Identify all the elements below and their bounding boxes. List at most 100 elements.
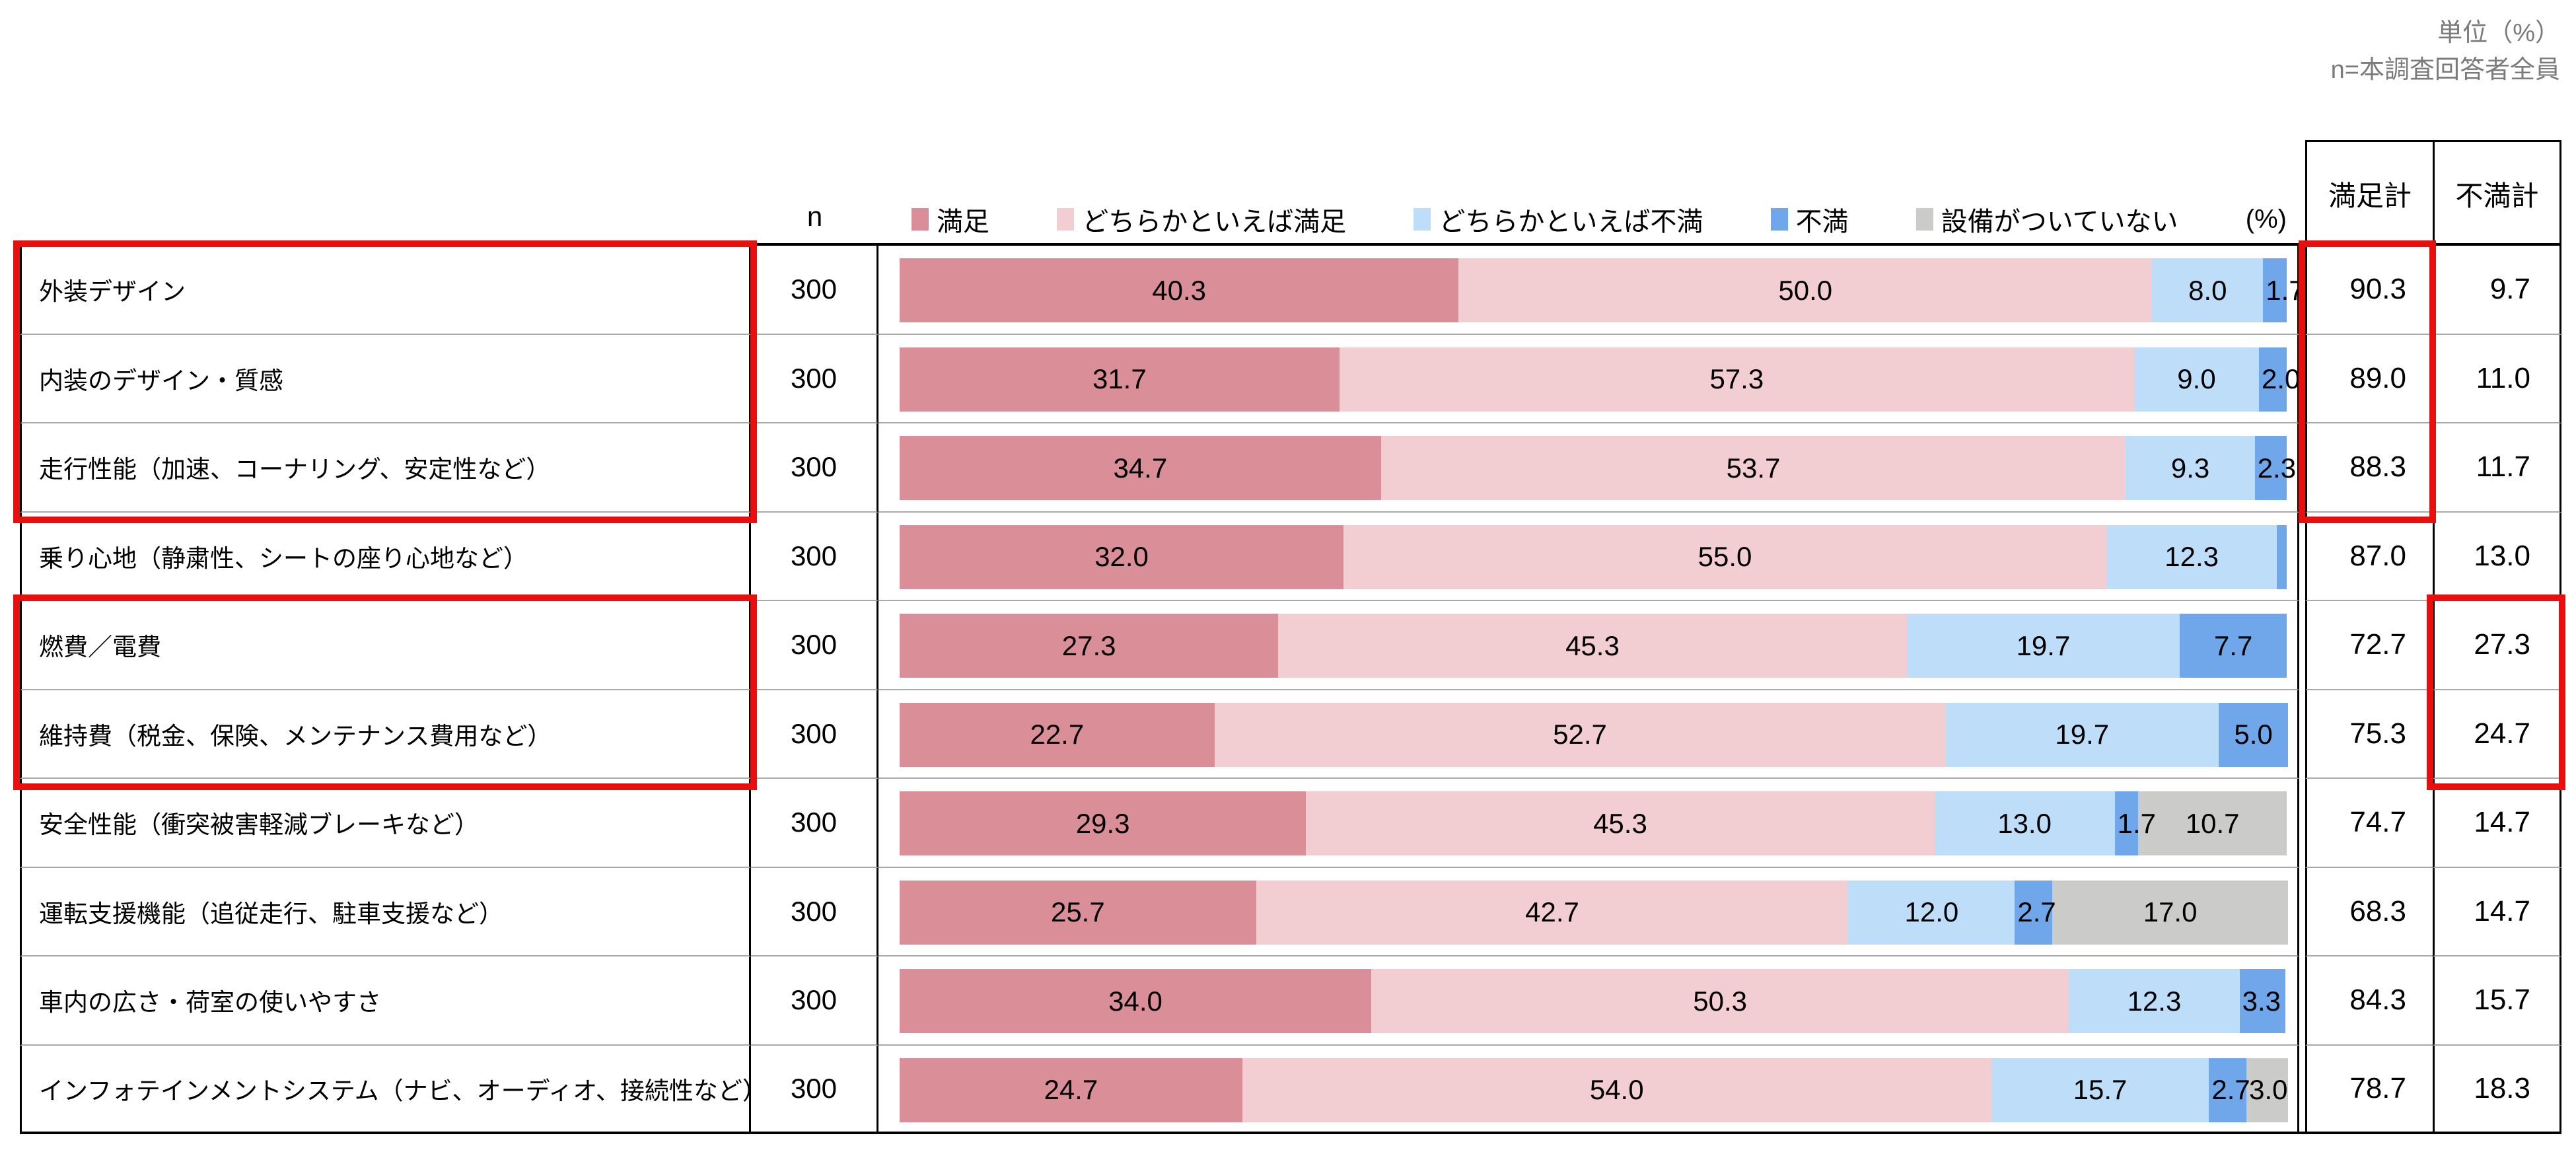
satisfied-total-value: 75.3	[2305, 690, 2433, 779]
dissatisfied-total-value: 15.7	[2433, 956, 2561, 1046]
column-header-dissatisfied-total: 不満計	[2433, 142, 2559, 246]
table-top-border	[20, 243, 2561, 246]
unit-note: 単位（%） n=本調査回答者全員	[2331, 15, 2560, 89]
legend-item: どちらかといえば不満	[1413, 200, 1703, 238]
bar-segment: 10.7	[2138, 791, 2287, 855]
bar-segment: 8.0	[2152, 258, 2264, 322]
table-row: 外装デザイン 300 40.3 50.0 8.0 1.7 90.3 9.7	[20, 246, 2561, 335]
n-value: 300	[751, 423, 878, 513]
category-label: 運転支援機能（追従走行、駐車支援など）	[20, 867, 751, 956]
bar-segment: 25.7	[900, 880, 1256, 945]
bar-cell: 32.0 55.0 12.3	[878, 512, 2299, 601]
satisfied-total-value: 72.7	[2305, 601, 2433, 690]
bar-segment: 50.3	[1371, 969, 2069, 1033]
bar-segment: 22.7	[900, 702, 1215, 767]
column-header-n: n	[806, 201, 823, 232]
bar-segment: 24.7	[900, 1058, 1242, 1122]
bar-cell: 34.7 53.7 9.3 2.3	[878, 423, 2299, 513]
chart-legend: 満足 どちらかといえば満足 どちらかといえば不満 不満 設備がついていない (%)	[912, 198, 2287, 240]
column-gap	[2299, 956, 2305, 1046]
bar-segment: 12.0	[1848, 880, 2015, 945]
bar-segment: 9.0	[2134, 347, 2259, 412]
satisfied-total-value: 78.7	[2305, 1045, 2433, 1134]
stacked-bar: 27.3 45.3 19.7 7.7	[900, 614, 2287, 678]
satisfied-total-value: 89.0	[2305, 334, 2433, 423]
bar-segment: 29.3	[900, 791, 1306, 855]
n-value: 300	[751, 690, 878, 779]
bar-segment-label: 3.3	[2242, 985, 2281, 1017]
bar-segment: 15.7	[1991, 1058, 2209, 1122]
bar-segment	[2277, 524, 2287, 589]
n-value: 300	[751, 512, 878, 601]
table-row: 走行性能（加速、コーナリング、安定性など） 300 34.7 53.7 9.3 2.3…	[20, 423, 2561, 513]
bar-cell: 27.3 45.3 19.7 7.7	[878, 601, 2299, 690]
satisfied-total-value: 84.3	[2305, 956, 2433, 1046]
bar-segment: 45.3	[1306, 791, 1935, 855]
legend-label: 満足	[937, 207, 989, 236]
bar-cell: 31.7 57.3 9.0 2.0	[878, 334, 2300, 423]
legend-label: どちらかといえば満足	[1082, 207, 1347, 236]
bar-cell: 25.7 42.7 12.0 2.7 17.0	[878, 867, 2299, 956]
dissatisfied-total-value: 18.3	[2433, 1045, 2561, 1134]
satisfied-total-value: 68.3	[2305, 867, 2433, 956]
bar-segment: 13.0	[1934, 791, 2115, 855]
legend-swatch-icon	[1915, 208, 1933, 231]
bar-segment: 34.0	[900, 969, 1371, 1033]
bar-segment	[2239, 969, 2285, 1033]
bar-segment	[2246, 1058, 2289, 1122]
legend-label: 設備がついていない	[1941, 207, 2178, 236]
survey-table: 外装デザイン 300 40.3 50.0 8.0 1.7 90.3 9.7 内装のデザ…	[20, 246, 2561, 1134]
bar-cell: 34.0 50.3 12.3 3.3	[878, 956, 2299, 1046]
n-value: 300	[751, 956, 878, 1046]
satisfied-total-value: 74.7	[2305, 779, 2433, 868]
legend-swatch-icon	[1413, 208, 1431, 231]
bar-segment: 54.0	[1242, 1058, 1991, 1122]
table-row: 燃費／電費 300 27.3 45.3 19.7 7.7 72.7 27.3	[20, 601, 2561, 690]
legend-label: どちらかといえば不満	[1439, 207, 1703, 236]
column-gap	[2299, 779, 2305, 868]
column-gap	[2299, 423, 2305, 513]
bar-cell: 40.3 50.0 8.0 1.7	[878, 246, 2305, 335]
bar-segment: 40.3	[900, 258, 1459, 322]
category-label: インフォテインメントシステム（ナビ、オーディオ、接続性など）	[20, 1045, 767, 1134]
n-value: 300	[751, 246, 878, 335]
bar-segment	[2209, 1058, 2247, 1122]
legend-swatch-icon	[1057, 208, 1075, 231]
table-row: 安全性能（衝突被害軽減ブレーキなど） 300 29.3 45.3 13.0 1.7 10…	[20, 779, 2561, 868]
bar-segment: 53.7	[1380, 436, 2126, 500]
stacked-bar: 25.7 42.7 12.0 2.7 17.0	[900, 880, 2289, 945]
dissatisfied-total-value: 24.7	[2433, 690, 2561, 779]
legend-item: 不満	[1770, 200, 1849, 238]
table-row: 維持費（税金、保険、メンテナンス費用など） 300 22.7 52.7 19.7 5.…	[20, 690, 2561, 779]
bar-segment: 12.3	[2069, 969, 2240, 1033]
bar-segment: 9.3	[2126, 436, 2255, 500]
stacked-bar: 29.3 45.3 13.0 1.7 10.7	[900, 791, 2287, 855]
category-label: 乗り心地（静粛性、シートの座り心地など）	[20, 512, 751, 601]
column-gap	[2299, 513, 2305, 602]
bar-cell: 22.7 52.7 19.7 5.0	[878, 690, 2299, 779]
totals-header: 満足計 不満計	[2305, 140, 2561, 246]
bar-segment	[2015, 880, 2053, 945]
category-label: 安全性能（衝突被害軽減ブレーキなど）	[20, 779, 751, 868]
category-label: 燃費／電費	[20, 601, 751, 690]
category-label: 維持費（税金、保険、メンテナンス費用など）	[20, 690, 751, 779]
bar-segment-label: 1.7	[2117, 807, 2156, 839]
bar-segment: 42.7	[1256, 880, 1849, 945]
stacked-bar: 34.0 50.3 12.3 3.3	[900, 969, 2287, 1033]
stacked-bar: 22.7 52.7 19.7 5.0	[900, 702, 2289, 767]
bar-segment-label: 2.7	[2211, 1074, 2250, 1105]
bar-segment: 19.7	[1906, 614, 2180, 678]
category-label: 外装デザイン	[20, 246, 751, 335]
n-value: 300	[751, 1045, 878, 1134]
table-row: 運転支援機能（追従走行、駐車支援など） 300 25.7 42.7 12.0 2.7 1…	[20, 867, 2561, 956]
bar-segment: 50.0	[1458, 258, 2153, 322]
n-value: 300	[751, 334, 878, 423]
column-header-satisfied-total: 満足計	[2328, 180, 2412, 211]
stacked-bar: 40.3 50.0 8.0 1.7	[900, 258, 2305, 322]
bar-segment: 12.3	[2106, 524, 2277, 589]
category-label: 走行性能（加速、コーナリング、安定性など）	[20, 423, 751, 513]
bar-segment: 17.0	[2052, 880, 2289, 945]
bar-segment: 5.0	[2219, 702, 2289, 767]
unit-note-line2: n=本調査回答者全員	[2330, 56, 2560, 84]
